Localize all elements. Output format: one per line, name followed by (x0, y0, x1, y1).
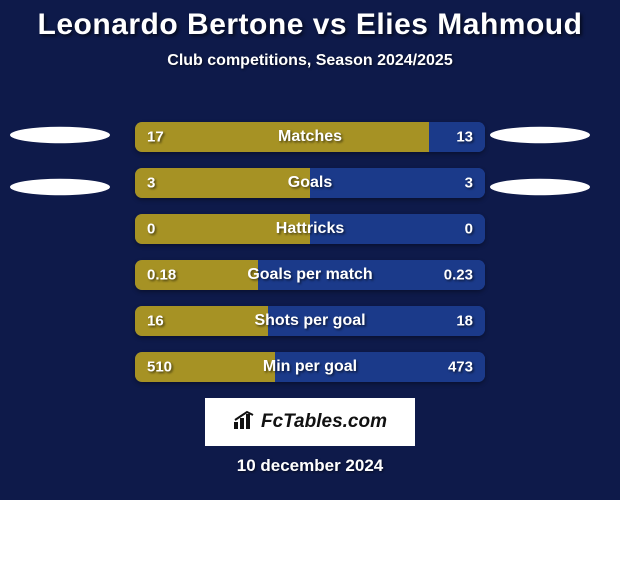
stat-label: Min per goal (263, 358, 357, 376)
date-label: 10 december 2024 (237, 456, 384, 476)
subtitle: Club competitions, Season 2024/2025 (0, 52, 620, 70)
avatar-left-bottom (10, 179, 110, 196)
stat-value-right: 0 (465, 221, 473, 238)
bar-right (310, 168, 485, 198)
bar-left (135, 168, 310, 198)
stat-value-left: 510 (147, 359, 172, 376)
avatar-right-bottom (490, 179, 590, 196)
stat-rows: Matches 17 13 Goals 3 3 Hattricks 0 0 Goals per m… (135, 122, 485, 398)
logo-label: FcTables.com (261, 411, 387, 433)
avatar-right-top (490, 127, 590, 144)
stat-value-left: 17 (147, 129, 164, 146)
stat-row: Min per goal 510 473 (135, 352, 485, 382)
stat-label: Hattricks (276, 220, 344, 238)
page-title: Leonardo Bertone vs Elies Mahmoud (0, 8, 620, 42)
logo-text: FcTables.com (233, 410, 387, 434)
stat-value-left: 3 (147, 175, 155, 192)
stat-label: Shots per goal (254, 312, 365, 330)
stat-label: Matches (278, 128, 342, 146)
chart-icon (233, 410, 257, 434)
stat-row: Goals per match 0.18 0.23 (135, 260, 485, 290)
stat-row: Goals 3 3 (135, 168, 485, 198)
stat-row: Shots per goal 16 18 (135, 306, 485, 336)
stat-value-right: 18 (456, 313, 473, 330)
comparison-card: Leonardo Bertone vs Elies Mahmoud Club c… (0, 0, 620, 500)
stat-row: Matches 17 13 (135, 122, 485, 152)
stat-value-left: 0 (147, 221, 155, 238)
stat-value-right: 13 (456, 129, 473, 146)
stat-value-right: 3 (465, 175, 473, 192)
avatar-left-top (10, 127, 110, 144)
stat-value-left: 0.18 (147, 267, 176, 284)
stat-value-right: 0.23 (444, 267, 473, 284)
stat-value-right: 473 (448, 359, 473, 376)
stat-label: Goals (288, 174, 332, 192)
stat-label: Goals per match (247, 266, 372, 284)
logo-box: FcTables.com (205, 398, 415, 446)
stat-row: Hattricks 0 0 (135, 214, 485, 244)
stat-value-left: 16 (147, 313, 164, 330)
